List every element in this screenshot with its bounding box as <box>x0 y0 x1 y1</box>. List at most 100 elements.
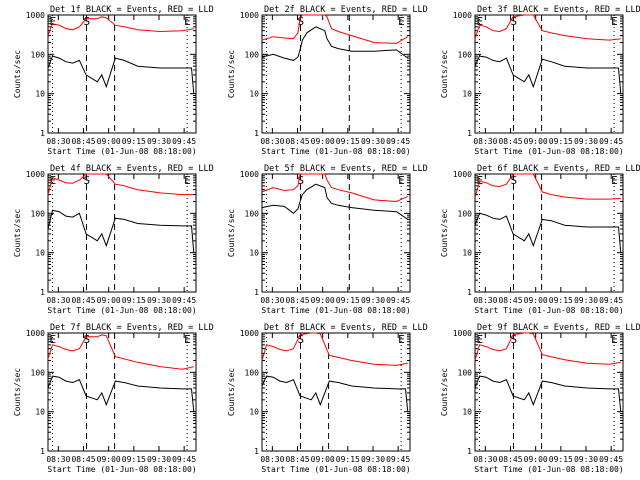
plot-frame <box>474 173 624 293</box>
x-tick-label: 09:15 <box>549 455 573 464</box>
series-line-lld <box>261 173 409 203</box>
marker-label-s: S <box>297 333 304 346</box>
panel-title: Det 7f BLACK = Events, RED = LLD <box>50 323 214 333</box>
series-line-events <box>474 212 622 253</box>
y-tick-label: 100 <box>31 50 46 59</box>
marker-label-e: E <box>611 333 618 346</box>
marker-label-e: E <box>49 15 56 28</box>
x-tick-label: 09:00 <box>97 137 121 146</box>
y-tick-label: 1000 <box>453 170 472 179</box>
series-line-lld <box>474 332 621 365</box>
y-tick-label: 1 <box>467 447 472 456</box>
series-line-events <box>474 55 622 94</box>
x-tick-label: 09:00 <box>311 455 335 464</box>
y-axis-label: Counts/sec <box>440 209 449 257</box>
x-tick-label: 09:00 <box>97 296 121 305</box>
marker-label-e: E <box>398 174 405 187</box>
marker-label-e: E <box>49 174 56 187</box>
y-tick-label: 1000 <box>240 170 259 179</box>
y-tick-label: 10 <box>249 408 259 417</box>
x-tick-label: 08:45 <box>71 137 95 146</box>
y-tick-label: 1 <box>254 288 259 297</box>
marker-label-s: S <box>83 174 90 187</box>
series-line-events <box>47 375 195 412</box>
marker-label-s: S <box>297 174 304 187</box>
y-axis-label: Counts/sec <box>227 209 236 257</box>
x-tick-label: 09:30 <box>147 137 171 146</box>
y-tick-label: 1000 <box>240 11 259 20</box>
series-line-lld <box>474 173 621 200</box>
series-line-lld <box>47 173 194 196</box>
x-tick-label: 09:45 <box>386 296 410 305</box>
x-tick-label: 09:00 <box>311 296 335 305</box>
series-line-events <box>261 26 409 61</box>
series-line-lld <box>261 332 408 366</box>
marker-label-e: E <box>476 333 483 346</box>
x-tick-label: 09:45 <box>599 137 623 146</box>
x-tick-label: 09:00 <box>97 455 121 464</box>
series-line-events <box>47 55 195 94</box>
x-tick-label: 08:30 <box>46 296 70 305</box>
series-line-lld <box>474 14 621 41</box>
marker-label-e: E <box>184 174 191 187</box>
x-tick-label: 09:45 <box>599 296 623 305</box>
x-tick-label: 09:00 <box>311 137 335 146</box>
y-tick-label: 100 <box>245 368 260 377</box>
x-tick-label: 08:30 <box>473 455 497 464</box>
x-axis-label: Start Time (01-Jun-08 08:18:00) <box>261 306 410 315</box>
plot-frame <box>47 173 197 293</box>
marker-label-e: E <box>184 333 191 346</box>
x-tick-label: 08:45 <box>498 296 522 305</box>
x-tick-label: 08:30 <box>46 455 70 464</box>
series-line-events <box>261 375 409 412</box>
x-tick-label: 08:45 <box>71 296 95 305</box>
x-tick-label: 08:30 <box>473 296 497 305</box>
y-axis-label: Counts/sec <box>13 209 22 257</box>
x-tick-label: 09:45 <box>172 296 196 305</box>
marker-label-e: E <box>184 15 191 28</box>
series-line-events <box>474 375 622 412</box>
marker-label-e: E <box>398 15 405 28</box>
plot-frame <box>47 14 197 134</box>
marker-label-e: E <box>611 174 618 187</box>
x-axis-label: Start Time (01-Jun-08 08:18:00) <box>474 147 623 156</box>
y-tick-label: 10 <box>249 249 259 258</box>
x-axis-label: Start Time (01-Jun-08 08:18:00) <box>261 147 410 156</box>
plot-frame <box>261 332 411 452</box>
panel-det-8: Det 8f BLACK = Events, RED = LLD 1 10 100 10… <box>227 323 428 474</box>
x-tick-label: 09:30 <box>574 296 598 305</box>
x-axis-label: Start Time (01-Jun-08 08:18:00) <box>474 306 623 315</box>
panel-det-3: Det 3f BLACK = Events, RED = LLD 1 10 100 10… <box>440 5 640 156</box>
series-line-lld <box>47 16 194 36</box>
y-tick-label: 1 <box>467 288 472 297</box>
panel-title: Det 3f BLACK = Events, RED = LLD <box>477 5 640 15</box>
y-tick-label: 1 <box>40 129 45 138</box>
x-tick-label: 08:45 <box>498 455 522 464</box>
series-line-lld <box>47 334 194 370</box>
marker-label-e: E <box>476 174 483 187</box>
y-tick-label: 10 <box>35 249 45 258</box>
x-tick-label: 08:30 <box>260 137 284 146</box>
panel-title: Det 5f BLACK = Events, RED = LLD <box>264 164 428 174</box>
x-tick-label: 09:15 <box>336 455 360 464</box>
x-tick-label: 09:15 <box>549 137 573 146</box>
x-tick-label: 09:15 <box>336 137 360 146</box>
panel-title: Det 6f BLACK = Events, RED = LLD <box>477 164 640 174</box>
panel-det-2: Det 2f BLACK = Events, RED = LLD 1 10 100 10… <box>227 5 428 156</box>
y-tick-label: 1000 <box>453 11 472 20</box>
y-tick-label: 100 <box>245 209 260 218</box>
x-tick-label: 09:15 <box>549 296 573 305</box>
y-tick-label: 10 <box>35 408 45 417</box>
marker-label-e: E <box>476 15 483 28</box>
marker-label-s: S <box>510 174 517 187</box>
x-tick-label: 08:45 <box>498 137 522 146</box>
x-tick-label: 09:30 <box>147 455 171 464</box>
y-tick-label: 1 <box>254 447 259 456</box>
x-tick-label: 09:00 <box>524 137 548 146</box>
panel-det-4: Det 4f BLACK = Events, RED = LLD 1 10 100 10… <box>13 164 214 315</box>
y-tick-label: 100 <box>245 50 260 59</box>
x-tick-label: 09:30 <box>361 455 385 464</box>
marker-label-s: S <box>510 333 517 346</box>
x-tick-label: 09:30 <box>361 137 385 146</box>
